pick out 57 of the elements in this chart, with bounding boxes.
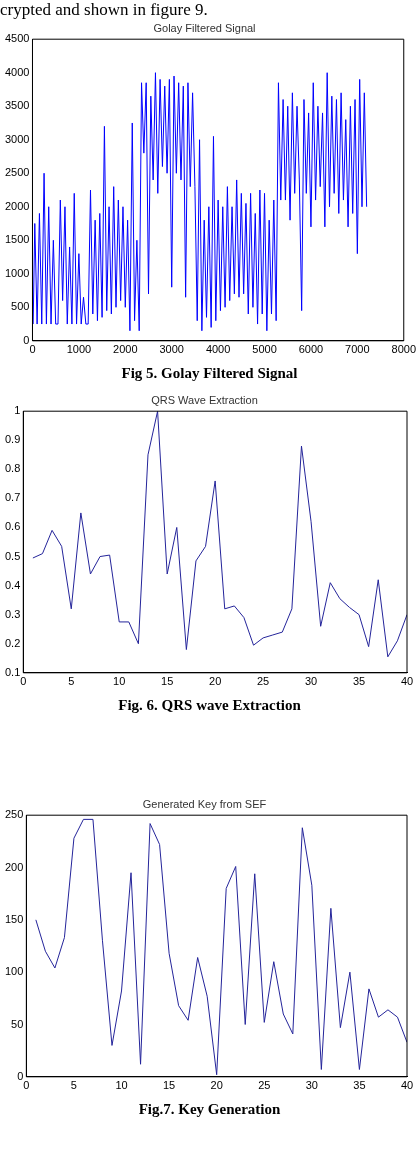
x-tick-label: 25 (256, 675, 270, 688)
x-tick-label: 15 (161, 675, 174, 688)
y-tick-label: 0.7 (4, 491, 21, 504)
y-tick-label: 0.3 (4, 607, 21, 620)
y-tick-label: 0.9 (4, 433, 21, 446)
x-tick-label: 10 (115, 1079, 128, 1092)
chart-title: QRS Wave Extraction (151, 393, 258, 406)
x-tick-label: 30 (305, 1079, 318, 1092)
y-tick-label: 0 (23, 333, 30, 346)
y-tick-label: 4500 (4, 32, 30, 45)
x-tick-label: 5000 (252, 343, 277, 356)
y-tick-label: 1000 (4, 266, 30, 279)
x-tick-label: 4000 (205, 343, 231, 356)
chart-title: Generated Key from SEF (142, 797, 267, 810)
y-tick-label: 0.6 (4, 520, 21, 533)
y-tick-label: 0.8 (4, 462, 21, 475)
y-tick-label: 4000 (4, 65, 30, 78)
x-tick-label: 2000 (113, 343, 138, 356)
x-tick-label: 40 (400, 1079, 414, 1092)
x-tick-label: 25 (258, 1079, 271, 1092)
y-tick-label: 200 (4, 860, 24, 873)
y-tick-label: 100 (4, 965, 24, 978)
y-tick-label: 0.1 (4, 665, 21, 678)
x-tick-label: 5 (70, 1079, 77, 1092)
x-tick-label: 7000 (345, 343, 370, 356)
x-tick-label: 3000 (159, 343, 184, 356)
x-tick-label: 5 (68, 675, 75, 688)
y-tick-label: 150 (4, 912, 24, 925)
x-tick-label: 35 (352, 675, 366, 688)
x-tick-label: 6000 (298, 343, 324, 356)
x-tick-label: 20 (210, 1079, 223, 1092)
x-tick-label: 20 (209, 675, 222, 688)
text: crypted and shown in figure 9. (0, 0, 209, 20)
y-tick-label: 50 (11, 1017, 24, 1030)
y-tick-label: 0.2 (4, 636, 21, 649)
caption: Fig.7. Key Generation (137, 1100, 282, 1119)
y-tick-label: 0.4 (4, 578, 21, 591)
y-tick-label: 2500 (4, 166, 30, 179)
y-tick-label: 1500 (4, 233, 30, 246)
x-tick-label: 40 (400, 675, 414, 688)
y-tick-label: 3000 (4, 132, 30, 145)
y-tick-label: 1 (14, 404, 21, 417)
y-tick-label: 0.5 (4, 549, 21, 562)
y-tick-label: 3500 (4, 99, 30, 112)
x-tick-label: 30 (304, 675, 318, 688)
y-tick-label: 0 (17, 1069, 24, 1082)
x-tick-label: 15 (162, 1079, 176, 1092)
chart-title: Golay Filtered Signal (153, 21, 256, 34)
caption: Fig 5. Golay Filtered Signal (120, 364, 299, 383)
y-tick-label: 2000 (4, 199, 30, 212)
x-tick-label: 1000 (66, 343, 92, 356)
y-tick-label: 250 (4, 808, 24, 821)
y-tick-label: 500 (11, 300, 30, 313)
x-tick-label: 35 (353, 1079, 366, 1092)
caption: Fig. 6. QRS wave Extraction (117, 696, 302, 715)
x-tick-label: 8000 (391, 343, 417, 356)
x-tick-label: 10 (113, 675, 126, 688)
